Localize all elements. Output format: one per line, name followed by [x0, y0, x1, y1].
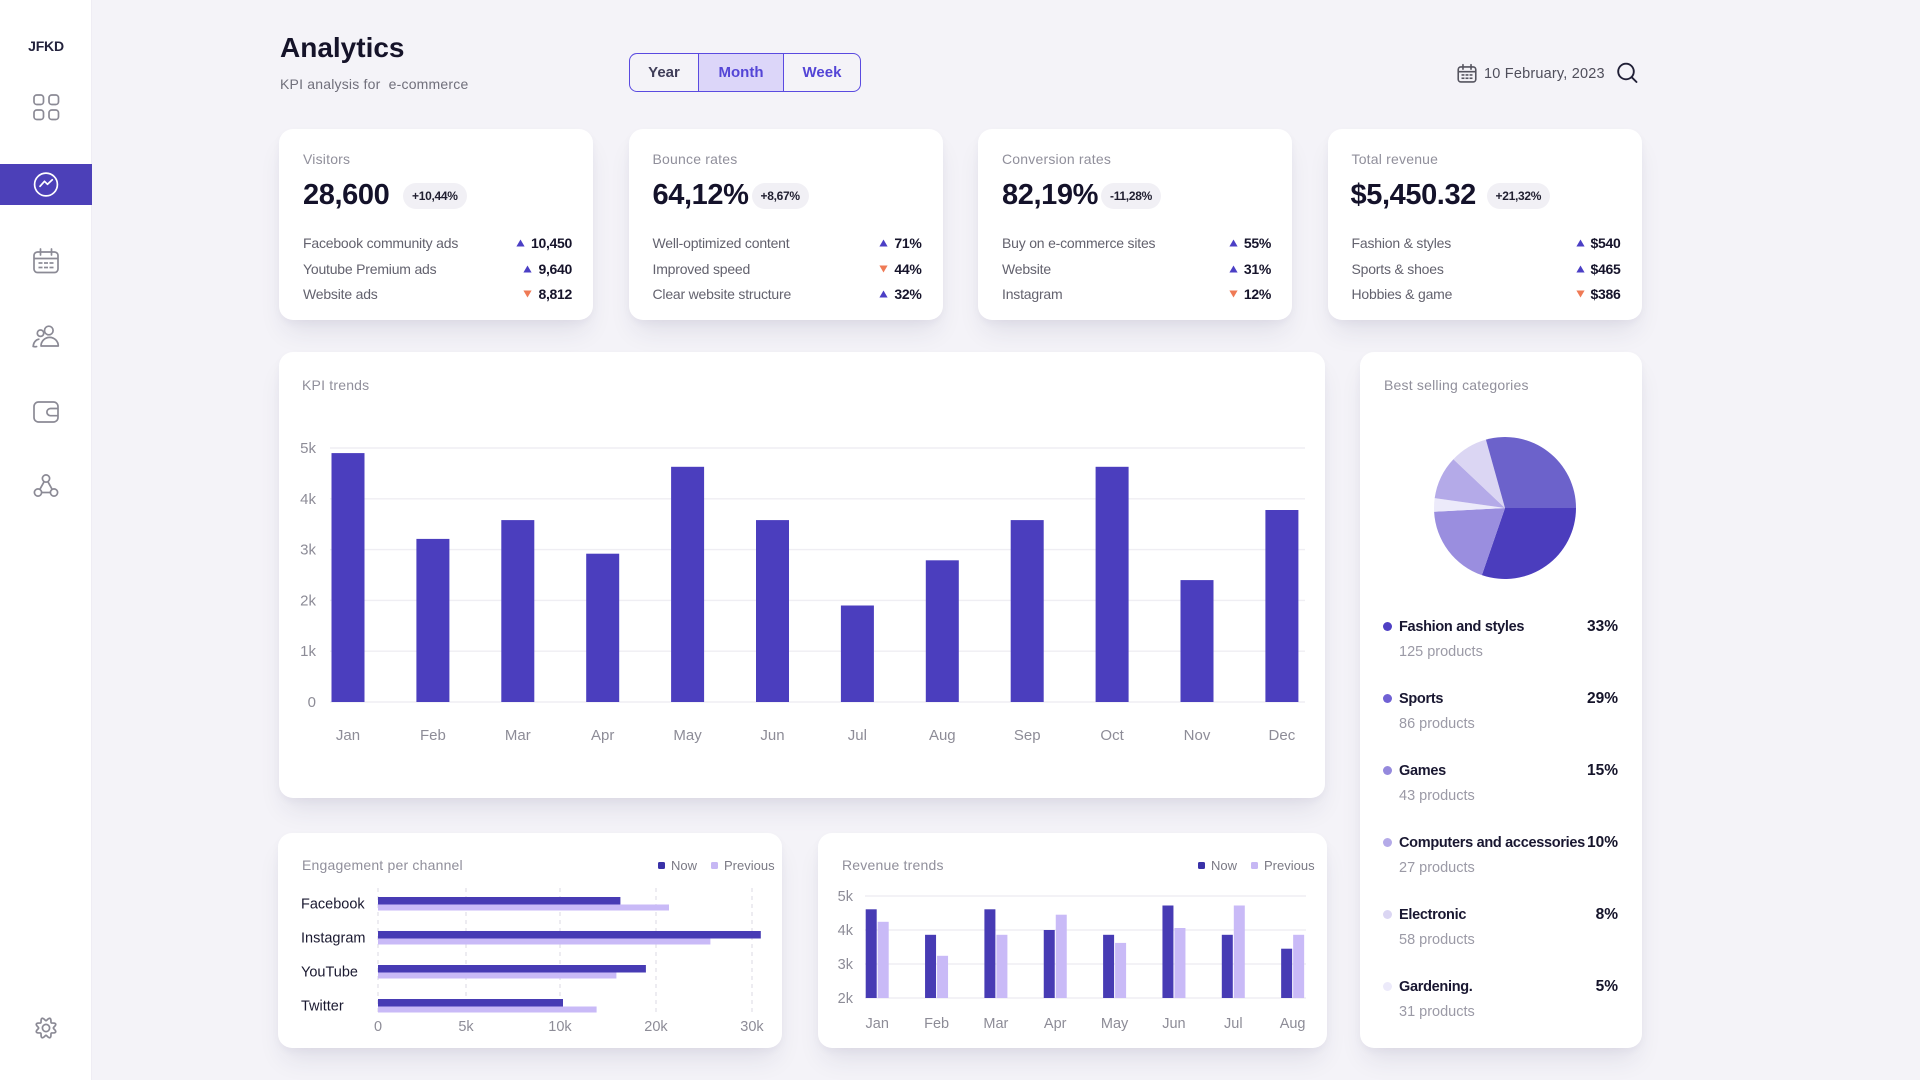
svg-text:20k: 20k	[644, 1019, 668, 1035]
svg-text:Instagram: Instagram	[301, 931, 365, 947]
svg-text:Nov: Nov	[1184, 727, 1211, 744]
svg-text:Mar: Mar	[983, 1016, 1008, 1032]
svg-text:YouTube: YouTube	[301, 965, 358, 981]
svg-text:Apr: Apr	[1044, 1016, 1067, 1032]
svg-text:2k: 2k	[300, 592, 316, 609]
svg-text:Aug: Aug	[1280, 1016, 1306, 1032]
svg-text:Jul: Jul	[848, 727, 867, 744]
svg-text:Apr: Apr	[591, 727, 614, 744]
svg-text:Mar: Mar	[505, 727, 531, 744]
svg-text:May: May	[673, 727, 702, 744]
svg-text:Twitter: Twitter	[301, 999, 344, 1015]
svg-text:Sep: Sep	[1014, 727, 1041, 744]
svg-text:4k: 4k	[838, 923, 854, 939]
svg-text:0: 0	[374, 1019, 382, 1035]
svg-text:30k: 30k	[740, 1019, 764, 1035]
svg-text:Aug: Aug	[929, 727, 956, 744]
svg-text:Feb: Feb	[420, 727, 446, 744]
svg-text:1k: 1k	[300, 643, 316, 660]
svg-text:Jun: Jun	[760, 727, 784, 744]
svg-text:Jan: Jan	[336, 727, 360, 744]
svg-text:2k: 2k	[838, 991, 854, 1007]
svg-text:Jan: Jan	[866, 1016, 889, 1032]
svg-text:5k: 5k	[300, 440, 316, 457]
svg-text:Dec: Dec	[1269, 727, 1296, 744]
svg-text:5k: 5k	[838, 889, 854, 905]
svg-text:Facebook: Facebook	[301, 897, 365, 913]
svg-text:3k: 3k	[838, 957, 854, 973]
svg-text:Jun: Jun	[1162, 1016, 1185, 1032]
svg-text:10k: 10k	[548, 1019, 572, 1035]
svg-text:0: 0	[308, 694, 316, 711]
svg-text:Oct: Oct	[1100, 727, 1124, 744]
svg-text:Feb: Feb	[924, 1016, 949, 1032]
svg-text:5k: 5k	[458, 1019, 474, 1035]
svg-text:4k: 4k	[300, 491, 316, 508]
svg-text:Jul: Jul	[1224, 1016, 1243, 1032]
svg-text:May: May	[1101, 1016, 1129, 1032]
svg-text:3k: 3k	[300, 542, 316, 559]
